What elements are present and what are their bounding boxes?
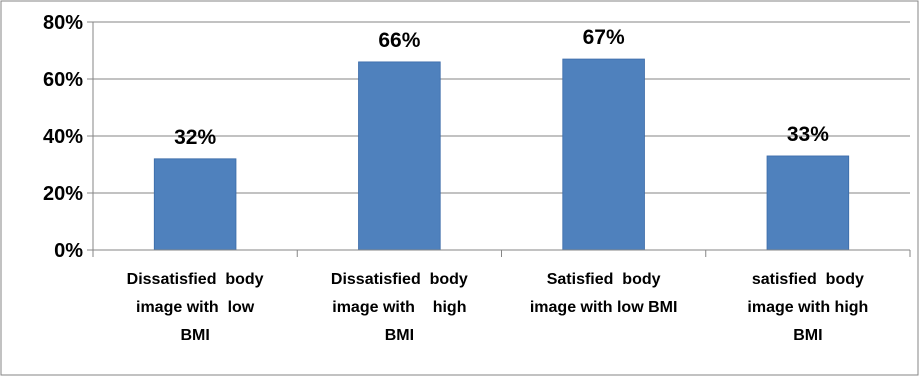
y-tick-label: 60%	[43, 69, 83, 91]
x-category-label-line: BMI	[793, 327, 822, 344]
x-category-label-line: satisfied body	[752, 271, 864, 288]
bars	[153, 58, 850, 251]
bar	[153, 158, 237, 251]
data-label: 33%	[787, 123, 829, 146]
x-category-label-line: image with low BMI	[530, 299, 678, 316]
bar	[562, 58, 645, 251]
bar	[766, 155, 850, 251]
data-label: 67%	[583, 26, 625, 49]
y-tick-label: 0%	[54, 240, 83, 262]
labels: 0% 20% 40% 60% 80% 32% Dissatisfied body image …	[43, 12, 868, 344]
x-category-label-line: Dissatisfied body	[331, 271, 468, 288]
x-category-label-line: image with high	[747, 299, 868, 316]
y-tick-label: 40%	[43, 126, 83, 148]
x-category-label: satisfied body image with high BMI	[747, 271, 868, 344]
y-tick-label: 80%	[43, 12, 83, 34]
x-category-label: Dissatisfied body image with high BMI	[331, 271, 468, 344]
x-category-label-line: image with low	[136, 299, 255, 316]
x-category-label-line: BMI	[180, 327, 209, 344]
data-label: 32%	[174, 126, 216, 149]
x-category-label-line: image with high	[332, 299, 466, 316]
x-category-label: Satisfied body image with low BMI	[530, 271, 678, 316]
axes	[87, 21, 911, 257]
y-tick-label: 20%	[43, 183, 83, 205]
bar	[358, 61, 441, 251]
x-category-label: Dissatisfied body image with low BMI	[127, 271, 264, 344]
x-category-label-line: BMI	[385, 327, 414, 344]
data-label: 66%	[378, 29, 420, 52]
x-category-label-line: Dissatisfied body	[127, 271, 264, 288]
x-category-label-line: Satisfied body	[547, 271, 661, 288]
